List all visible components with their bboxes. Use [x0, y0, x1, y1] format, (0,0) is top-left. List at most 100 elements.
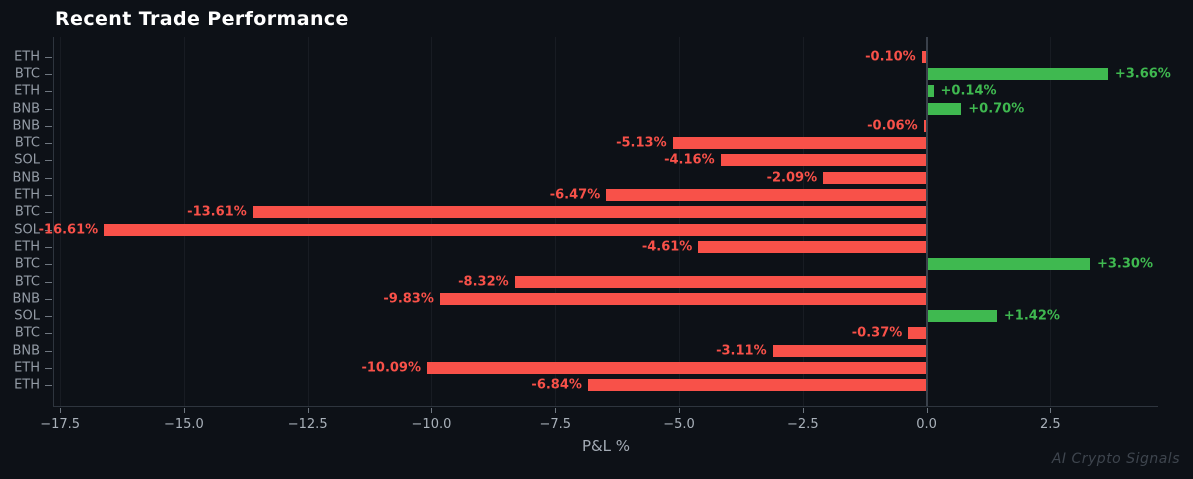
bar-row: ETH -6.47% [14, 186, 1158, 203]
bar-row: BTC -5.13% [15, 135, 1158, 152]
bar-row: BNB -9.83% [12, 290, 1158, 307]
y-tick-mark [45, 368, 52, 370]
bar-row: ETH -4.61% [14, 238, 1158, 255]
bar-value-label: -5.13% [616, 135, 667, 151]
y-tick-mark [45, 212, 52, 214]
y-tick-label: BTC [14, 66, 40, 82]
bar-value-label: -10.09% [361, 360, 421, 376]
bar-row: SOL -16.61% [14, 221, 1158, 238]
x-tick-label: −15.0 [163, 417, 204, 432]
y-tick-mark [45, 229, 52, 231]
bar-value-label: +3.66% [1114, 66, 1171, 82]
chart-title: Recent Trade Performance [55, 8, 349, 30]
bar-value-label: -2.09% [766, 170, 818, 186]
y-tick-label: SOL [14, 308, 40, 324]
bar-value-label: -0.06% [867, 118, 918, 134]
bar-value-label: -9.83% [383, 291, 434, 307]
y-tick-mark [45, 143, 52, 145]
pnl-bar [928, 85, 934, 98]
y-tick-mark [45, 177, 52, 179]
pnl-bar [587, 379, 926, 392]
x-tick-mark [555, 408, 557, 413]
bar-row: SOL -4.16% [14, 152, 1158, 169]
y-tick-label: ETH [14, 377, 40, 393]
x-tick-mark [431, 408, 433, 413]
y-tick-mark [45, 56, 52, 58]
bar-value-label: -0.37% [851, 325, 903, 341]
x-axis-title: P&L % [581, 437, 631, 455]
x-tick-mark [307, 408, 309, 413]
bar-value-label: -8.32% [458, 274, 509, 290]
pnl-bar [252, 206, 926, 219]
bar-row: BTC +3.66% [15, 65, 1171, 82]
bar-row: ETH -0.10% [14, 48, 1158, 65]
pnl-bar [928, 67, 1108, 80]
y-tick-label: SOL [14, 152, 40, 168]
y-tick-mark [45, 264, 52, 266]
y-tick-label: BNB [12, 343, 40, 359]
y-tick-label: BTC [14, 135, 40, 151]
bar-value-label: -4.61% [641, 239, 693, 255]
bar-rows: ETH -0.10% BTC +3.66% ETH +0.14% BNB +0.70% BNB -… [12, 48, 1171, 394]
y-tick-mark [45, 108, 52, 110]
bar-value-label: -13.61% [187, 204, 247, 220]
pnl-bar [439, 292, 926, 305]
x-tick-label: −12.5 [287, 417, 328, 432]
y-tick-mark [45, 73, 52, 75]
x-tick-label: 2.5 [1040, 417, 1061, 432]
bar-value-label: +0.14% [940, 83, 997, 99]
bar-row: BTC -13.61% [15, 204, 1158, 221]
bar-value-label: -6.84% [531, 377, 582, 393]
x-tick-label: −2.5 [787, 417, 819, 432]
y-tick-mark [45, 246, 52, 248]
x-tick-label: 0.0 [916, 417, 937, 432]
grid-line [679, 37, 681, 406]
grid-line [802, 37, 804, 406]
y-tick-mark [45, 298, 52, 300]
x-tick-mark [183, 408, 185, 413]
x-tick-label: −7.5 [539, 417, 572, 432]
watermark: AI Crypto Signals [1051, 451, 1180, 467]
bar-value-label: +0.70% [968, 101, 1025, 117]
pnl-bar [928, 258, 1090, 271]
y-tick-label: SOL [14, 222, 40, 238]
grid-line [555, 37, 557, 406]
y-tick-mark [45, 281, 52, 283]
grid-line [307, 37, 309, 406]
bar-value-label: +1.42% [1003, 308, 1060, 324]
bar-value-label: +3.30% [1096, 256, 1153, 272]
bar-value-label: -6.47% [549, 187, 601, 203]
pnl-bar [908, 327, 926, 340]
y-tick-mark [45, 91, 52, 93]
bar-row: ETH +0.14% [14, 83, 1158, 100]
pnl-bar [823, 171, 926, 184]
grid-line [183, 37, 185, 406]
bar-row: ETH -10.09% [14, 359, 1158, 376]
y-tick-label: BNB [12, 101, 40, 117]
grid-line [431, 37, 433, 406]
y-tick-label: BTC [14, 204, 40, 220]
y-tick-mark [45, 160, 52, 162]
bar-row: BNB -2.09% [12, 169, 1158, 186]
grid-line [60, 37, 62, 406]
y-tick-mark [45, 316, 52, 318]
bar-row: BNB -3.11% [12, 342, 1158, 359]
x-tick-label: −17.5 [40, 417, 81, 432]
x-tick-mark [679, 408, 681, 413]
pnl-bar [720, 154, 926, 167]
y-tick-label: BNB [12, 170, 40, 186]
y-tick-label: BTC [14, 325, 40, 341]
pnl-bar [921, 50, 926, 63]
y-tick-mark [45, 385, 52, 387]
bar-row: ETH -6.84% [14, 377, 1158, 394]
grid-line [1050, 37, 1052, 406]
y-tick-label: ETH [14, 83, 40, 99]
pnl-bar [928, 310, 997, 323]
y-tick-label: ETH [14, 239, 40, 255]
y-tick-label: BTC [14, 274, 40, 290]
y-tick-label: BNB [12, 118, 40, 134]
y-tick-label: ETH [14, 49, 40, 65]
pnl-bar [427, 362, 926, 375]
pnl-bar [772, 344, 926, 357]
